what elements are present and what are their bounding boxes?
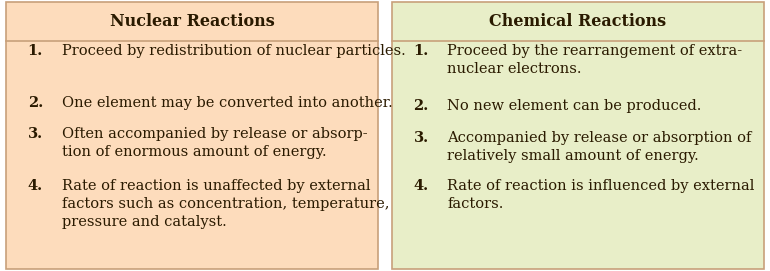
Text: 2.: 2. (413, 99, 429, 113)
Text: 4.: 4. (28, 179, 43, 193)
Text: Often accompanied by release or absorp-
tion of enormous amount of energy.: Often accompanied by release or absorp- … (62, 127, 367, 159)
Text: 1.: 1. (413, 44, 429, 58)
Text: 3.: 3. (28, 127, 43, 141)
Text: Rate of reaction is influenced by external
factors.: Rate of reaction is influenced by extern… (447, 179, 755, 211)
Text: Rate of reaction is unaffected by external
factors such as concentration, temper: Rate of reaction is unaffected by extern… (62, 179, 389, 228)
Text: 4.: 4. (413, 179, 429, 193)
Text: 1.: 1. (28, 44, 43, 58)
Text: Nuclear Reactions: Nuclear Reactions (110, 13, 274, 30)
Text: 3.: 3. (413, 131, 429, 146)
Text: Accompanied by release or absorption of
relatively small amount of energy.: Accompanied by release or absorption of … (447, 131, 752, 163)
Bar (6, 2, 378, 269)
Bar (392, 2, 764, 269)
Text: Proceed by the rearrangement of extra-
nuclear electrons.: Proceed by the rearrangement of extra- n… (447, 44, 742, 76)
Text: No new element can be produced.: No new element can be produced. (447, 99, 701, 113)
Text: One element may be converted into another.: One element may be converted into anothe… (62, 96, 393, 110)
Text: Chemical Reactions: Chemical Reactions (489, 13, 667, 30)
Text: 2.: 2. (28, 96, 43, 110)
Text: Proceed by redistribution of nuclear particles.: Proceed by redistribution of nuclear par… (62, 44, 405, 58)
